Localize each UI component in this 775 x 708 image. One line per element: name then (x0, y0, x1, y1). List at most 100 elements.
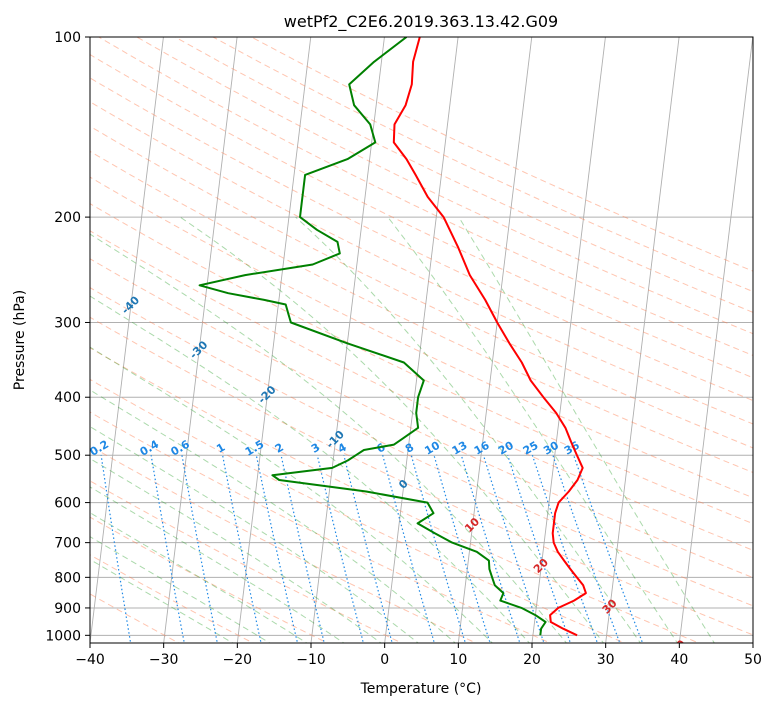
x-tick-label: 40 (670, 652, 688, 668)
mixing-ratio-line (460, 455, 521, 643)
x-tick-label: 50 (744, 652, 762, 668)
chart-title: wetPf2_C2E6.2019.363.13.42.G09 (284, 12, 558, 32)
isoline-labels: 0.10.20.40.611.52346810131620253036-100-… (0, 204, 689, 657)
plot-frame (89, 36, 754, 644)
isotherm-line (605, 37, 680, 643)
dry-adiabat-line (90, 445, 478, 643)
x-tick-label: 0 (380, 652, 389, 668)
dry-adiabat-line (90, 316, 753, 636)
isotherm-line (384, 37, 459, 643)
mixing-ratio-line (482, 455, 545, 643)
dry-adiabat-line (136, 37, 753, 335)
y-tick-label: 300 (54, 315, 81, 331)
dry-adiabat-line (90, 411, 552, 643)
background-lines (90, 37, 753, 643)
y-tick-label: 500 (54, 448, 81, 464)
temperature-line (392, 37, 587, 637)
moist-adiabat-line (295, 216, 642, 643)
moist-adiabat-line (90, 346, 494, 643)
moist-adiabat-line (90, 558, 234, 643)
isotherm-label: 40 (668, 637, 688, 657)
x-axis-title: Temperature (°C) (360, 681, 482, 697)
y-tick-label: 600 (54, 496, 81, 512)
isotherm-label: -20 (255, 383, 278, 406)
isotherm-line (678, 37, 753, 643)
y-tick-label: 900 (54, 601, 81, 617)
isotherm-line (752, 639, 753, 643)
moist-adiabat-line (90, 486, 345, 643)
mixing-ratio-line (255, 455, 299, 643)
moist-adiabat-line (387, 216, 678, 643)
mixing-ratio-label: 3 (309, 441, 322, 456)
isotherm-line (90, 37, 164, 643)
isotherm-label: 10 (462, 515, 482, 535)
mixing-ratio-label: 8 (403, 441, 416, 456)
dewpoint-line (198, 37, 547, 636)
dry-adiabat-line (212, 37, 753, 293)
y-axis-title: Pressure (hPa) (12, 290, 28, 390)
isotherm-label: -50 (51, 249, 74, 272)
x-axis: −40 −30 −20 −10 0 10 20 30 40 50 (75, 643, 762, 668)
sounding-series (198, 37, 587, 637)
dry-adiabat-line (174, 37, 753, 313)
dry-adiabat-line (90, 480, 403, 643)
mixing-ratio-line (316, 455, 365, 643)
y-tick-label: 200 (54, 210, 81, 226)
mixing-ratio-line (222, 455, 262, 643)
mixing-ratio-line (181, 455, 219, 643)
mixing-ratio-line (382, 455, 436, 643)
mixing-ratio-line (573, 455, 644, 643)
mixing-ratio-line (507, 455, 572, 643)
moist-adiabat-line (458, 216, 715, 643)
dry-adiabat-line (90, 101, 753, 425)
isotherm-line (310, 37, 385, 643)
moist-adiabat-line (90, 389, 456, 643)
mixing-ratio-line (531, 455, 599, 643)
isotherm-label: -40 (119, 293, 142, 316)
moist-adiabat-line (90, 426, 419, 643)
dry-adiabat-line (90, 378, 626, 643)
x-tick-label: 10 (449, 652, 467, 668)
moist-adiabat-line (90, 536, 271, 643)
isotherm-line (163, 37, 238, 643)
moist-adiabat-line (179, 216, 605, 643)
y-tick-label: 100 (54, 30, 81, 46)
x-tick-label: −20 (223, 652, 253, 668)
mixing-ratio-line (410, 455, 467, 643)
isotherm-label: -30 (187, 338, 210, 361)
dry-adiabat-line (90, 203, 753, 525)
dry-adiabat-line (98, 37, 753, 356)
dry-adiabat-line (90, 516, 329, 643)
dry-adiabat-line (90, 554, 255, 643)
x-tick-label: 20 (523, 652, 541, 668)
dry-adiabat-line (90, 125, 753, 449)
isotherm-label: -60 (0, 204, 6, 227)
x-tick-label: −30 (149, 652, 179, 668)
mixing-ratio-line (433, 455, 491, 643)
isotherm-label: 30 (600, 596, 620, 616)
dry-adiabat-line (251, 37, 753, 272)
mixing-ratio-line (100, 455, 132, 643)
dry-adiabat-line (90, 347, 701, 643)
y-tick-label: 700 (54, 536, 81, 552)
moist-adiabat-line (90, 512, 308, 643)
x-tick-label: −10 (296, 652, 326, 668)
x-tick-label: −40 (75, 652, 105, 668)
mixing-ratio-line (280, 455, 325, 643)
dry-adiabat-line (90, 176, 753, 499)
y-axis: 100 200 300 400 500 600 700 800 900 1000 (45, 30, 90, 644)
dry-adiabat-line (90, 230, 753, 551)
isotherm-line (457, 37, 533, 643)
dry-adiabat-line (90, 287, 753, 607)
isotherm-line (236, 37, 312, 643)
mixing-ratio-line (343, 455, 393, 643)
isotherm-line (531, 37, 606, 643)
y-tick-label: 800 (54, 570, 81, 586)
y-tick-label: 400 (54, 390, 81, 406)
moist-adiabat-line (90, 295, 531, 643)
mixing-ratio-label: 1 (214, 441, 227, 456)
moist-adiabat-line (90, 457, 382, 643)
mixing-ratio-line (150, 455, 185, 643)
y-tick-label: 1000 (45, 628, 81, 644)
